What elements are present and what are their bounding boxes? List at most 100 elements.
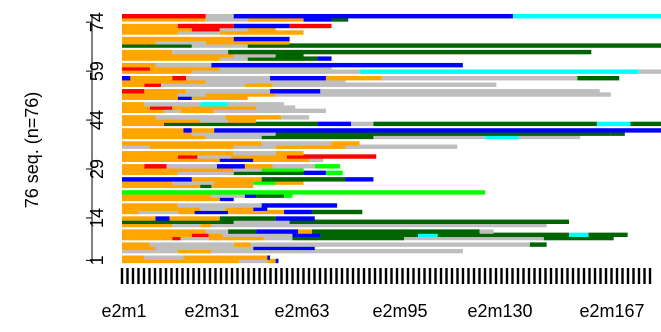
sequence-segment-darkgreen [529, 242, 547, 247]
sequence-segment-orange [225, 206, 254, 211]
sequence-segment-blue [317, 56, 332, 61]
sequence-segment-blue [303, 170, 326, 176]
y-tick-label: 44 [87, 110, 107, 130]
x-tick-label: e2m95 [372, 301, 427, 321]
x-tick-mark [467, 268, 470, 284]
x-tick-mark [450, 268, 454, 284]
sequence-segment-darkgreen [122, 219, 234, 224]
sequence-segment-gray [345, 144, 458, 149]
sequence-segment-orange [247, 17, 304, 22]
x-tick-mark [357, 268, 360, 284]
sequence-segment-gray [518, 134, 581, 140]
sequence-segment-orange [122, 92, 178, 97]
sequence-segment-blue [194, 209, 229, 215]
sequence-segment-red [172, 76, 187, 81]
x-tick-mark [274, 268, 278, 284]
sequence-segment-blue [253, 245, 315, 251]
x-tick-mark [219, 268, 223, 284]
sequence-segment-orange [144, 89, 187, 94]
sequence-segment-green [325, 170, 343, 176]
sequence-segment-orange [122, 232, 192, 238]
sequence-segment-orange [122, 180, 173, 185]
x-tick-mark [346, 268, 349, 284]
x-tick-label: e2m167 [579, 301, 644, 321]
sequence-segment-gray [205, 17, 248, 22]
sequence-segment-gray [404, 235, 544, 241]
x-tick-mark [241, 268, 245, 284]
x-tick-mark [291, 268, 294, 284]
sequence-segment-gray [144, 102, 201, 107]
sequence-segment-orange [149, 66, 220, 71]
x-tick-mark [560, 268, 564, 284]
x-tick-mark [626, 268, 630, 284]
sequence-segment-darkgreen [275, 53, 304, 58]
sequence-segment-gray [211, 222, 407, 228]
x-tick-mark [588, 268, 591, 284]
sequence-segment-blue [270, 76, 326, 81]
x-tick-mark [401, 268, 404, 284]
sequence-segment-orange [122, 151, 234, 156]
sequence-segment-gray [233, 53, 276, 58]
sequence-segment-orange [130, 76, 173, 81]
sequence-segment-orange [172, 105, 257, 110]
sequence-segment-blue [253, 206, 268, 211]
sequence-segment-gray [166, 164, 217, 169]
x-tick-mark [439, 268, 443, 284]
x-tick-mark [126, 268, 129, 284]
x-tick-mark [208, 268, 212, 284]
sequence-segment-darkgreen [261, 134, 374, 140]
sequence-segment-blue [219, 196, 234, 202]
sequence-segment-orange [244, 82, 273, 87]
x-tick-mark [494, 268, 498, 284]
sequence-segment-orange [122, 36, 234, 42]
sequence-segment-orange [122, 167, 234, 172]
sequence-segment-darkgreen [292, 235, 405, 241]
sequence-segment-orange [122, 164, 145, 169]
x-tick-mark [478, 268, 481, 284]
sequence-segment-gray [149, 242, 234, 247]
sequence-segment-gray [205, 79, 346, 84]
sequence-segment-gray [191, 43, 248, 48]
sequence-segment-red [191, 27, 220, 32]
sequence-segment-orange [122, 222, 173, 228]
x-tick-mark [412, 268, 415, 284]
sequence-segment-orange [122, 206, 201, 211]
sequence-segment-gray [479, 229, 494, 234]
sequence-segment-orange [122, 53, 234, 58]
sequence-segment-red [144, 164, 167, 169]
sequence-segment-orange [122, 157, 220, 162]
x-tick-mark [340, 268, 344, 284]
sequence-segment-red [286, 154, 377, 159]
x-tick-mark [456, 268, 459, 284]
sequence-segment-orange [122, 79, 206, 84]
sequence-segment-orange [275, 144, 346, 149]
x-tick-mark [131, 268, 135, 284]
x-tick-mark [610, 268, 613, 284]
sequence-segment-darkgreen [256, 193, 285, 198]
sequence-segment-gray [186, 89, 271, 94]
sequence-segment-orange [122, 49, 173, 55]
sequence-segment-blue [261, 203, 338, 208]
sequence-segment-orange [233, 242, 251, 247]
sequence-segment-gray [233, 219, 290, 224]
sequence-segment-orange [191, 128, 215, 133]
x-tick-mark [335, 268, 338, 284]
x-tick-mark [434, 268, 437, 284]
sequence-segment-green [253, 180, 276, 185]
sequence-segment-red [122, 89, 145, 94]
sequence-segment-gray [205, 14, 234, 19]
x-tick-mark [395, 268, 399, 284]
sequence-segment-blue [233, 36, 290, 42]
sequence-segment-orange [205, 40, 290, 45]
x-tick-mark [175, 268, 179, 284]
x-tick-mark [197, 268, 201, 284]
sequence-segment-blue [244, 193, 257, 198]
sequence-segment-gray [172, 49, 229, 55]
sequence-segment-darkgreen [233, 170, 304, 176]
sequence-segment-darkgreen [311, 209, 363, 215]
sequence-segment-gray [222, 232, 293, 238]
sequence-segment-red [289, 23, 332, 29]
sequence-segment-darkgreen [219, 216, 276, 221]
x-tick-mark [148, 268, 151, 284]
x-tick-mark [186, 268, 190, 284]
